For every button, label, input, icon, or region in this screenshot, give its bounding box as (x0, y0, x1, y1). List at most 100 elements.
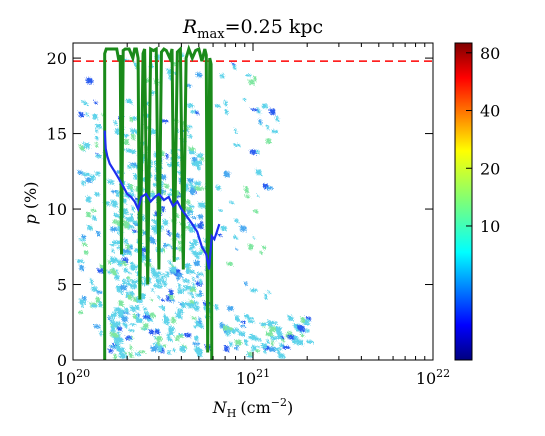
colorbar-tick-label: 80 (480, 44, 500, 63)
density-patch (112, 201, 118, 207)
density-patch (167, 68, 173, 75)
density-patch (192, 156, 197, 162)
density-patch (121, 261, 127, 266)
density-patch (185, 84, 192, 88)
density-patch (257, 108, 261, 115)
density-patch (187, 178, 194, 183)
density-patch (173, 232, 180, 238)
density-patch (200, 249, 204, 253)
density-patch (77, 311, 84, 314)
density-patch (260, 322, 267, 326)
density-patch (188, 147, 196, 151)
density-patch (87, 225, 93, 231)
density-patch (184, 285, 191, 290)
density-patch (115, 128, 120, 135)
density-patch (188, 151, 195, 155)
density-patch (117, 246, 121, 250)
density-patch (161, 119, 169, 123)
density-patch (183, 288, 186, 292)
ylabel-symbol: p (21, 214, 40, 224)
density-patch (161, 299, 165, 302)
density-patch (199, 279, 202, 285)
density-patch (110, 268, 115, 274)
density-patch (167, 338, 173, 342)
density-patch (155, 271, 162, 275)
density-patch (114, 276, 119, 281)
density-patch (81, 100, 86, 103)
density-patch (223, 325, 228, 332)
density-patch (192, 342, 200, 345)
density-patch (191, 224, 198, 227)
density-patch (153, 183, 157, 187)
density-patch (148, 329, 154, 335)
density-patch (81, 296, 87, 301)
density-patch (167, 230, 170, 236)
density-patch (156, 278, 162, 285)
density-patch (182, 302, 188, 306)
density-patch (219, 322, 224, 329)
density-patch (131, 307, 136, 312)
density-patch (130, 262, 134, 269)
density-patch (117, 331, 121, 334)
density-patch (251, 108, 258, 112)
density-patch (227, 327, 233, 331)
density-patch (95, 154, 102, 158)
density-patch (192, 160, 199, 167)
density-patch (79, 265, 84, 271)
density-patch (95, 171, 101, 176)
density-patch (160, 189, 166, 195)
density-patch (277, 348, 280, 354)
density-patch (178, 149, 182, 152)
density-patch (149, 129, 157, 135)
density-patch (161, 206, 165, 212)
density-patch (134, 248, 141, 253)
density-patch (121, 316, 128, 322)
density-patch (132, 220, 138, 225)
density-patch (250, 334, 255, 339)
density-patch (187, 103, 194, 108)
density-patch (190, 242, 195, 249)
density-patch (195, 72, 202, 78)
density-patch (121, 133, 129, 137)
density-patch (129, 116, 133, 122)
density-patch (90, 304, 98, 308)
density-patch (164, 273, 167, 280)
density-patch (300, 317, 305, 323)
density-patch (244, 340, 248, 346)
density-patch (244, 339, 248, 342)
density-patch (235, 315, 240, 321)
density-patch (113, 120, 118, 126)
density-patch (133, 314, 136, 319)
density-patch (101, 113, 105, 117)
density-patch (140, 327, 145, 330)
density-patch (103, 201, 110, 206)
density-patch (292, 340, 297, 344)
density-patch (189, 270, 195, 274)
density-patch (129, 225, 135, 229)
x-tick-label: 1021 (236, 367, 270, 388)
density-patch (131, 206, 135, 212)
density-patch (142, 327, 148, 331)
density-patch (118, 321, 121, 327)
density-patch (265, 332, 273, 337)
density-patch (131, 134, 136, 140)
density-patch (196, 350, 203, 357)
density-patch (129, 267, 137, 271)
density-patch (168, 329, 174, 336)
xlabel-close: ) (287, 398, 293, 417)
density-patch (174, 269, 179, 276)
density-patch (162, 248, 165, 253)
density-patch (253, 76, 257, 82)
density-patch (77, 259, 84, 263)
density-patch (108, 349, 113, 353)
density-patch (161, 174, 167, 180)
density-patch (215, 104, 221, 108)
density-patch (176, 335, 184, 338)
density-patch (200, 221, 204, 226)
density-patch (271, 130, 278, 134)
density-patch (144, 78, 151, 83)
density-patch (130, 323, 136, 326)
density-patch (157, 295, 160, 300)
density-patch (195, 281, 203, 287)
density-patch (166, 271, 170, 278)
